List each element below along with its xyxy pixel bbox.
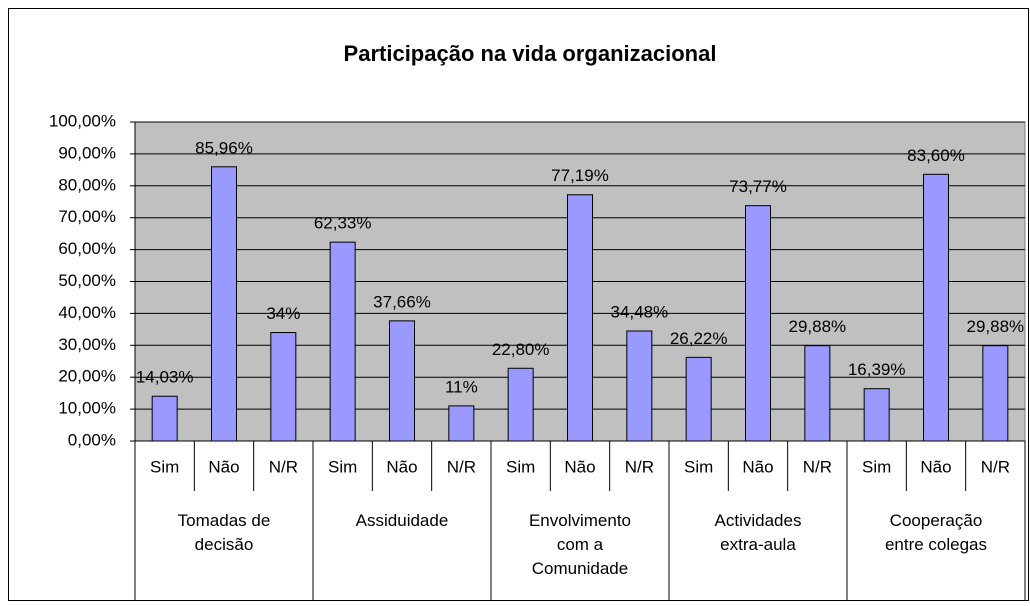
value-label: 29,88%: [788, 317, 846, 336]
chart-title: Participação na vida organizacional: [344, 41, 717, 66]
bar: [626, 330, 653, 442]
bar: [270, 332, 297, 442]
bar: [211, 166, 237, 442]
x-tick-label: Sim: [150, 457, 179, 476]
value-label: 37,66%: [373, 292, 431, 311]
x-tick-label: Sim: [506, 457, 535, 476]
bar: [151, 395, 178, 442]
bar: [982, 345, 1009, 442]
value-label: 85,96%: [195, 138, 253, 157]
bar: [448, 405, 475, 442]
x-tick-label: N/R: [625, 457, 654, 476]
value-label: 77,19%: [551, 166, 609, 185]
value-label: 11%: [445, 377, 478, 396]
y-tick-label: 70,00%: [58, 207, 116, 226]
y-tick-label: 50,00%: [58, 271, 116, 290]
x-tick-label: N/R: [269, 457, 298, 476]
bar: [685, 356, 712, 442]
group-label: Assiduidade: [355, 511, 449, 530]
bar: [804, 345, 831, 442]
value-label: 34%: [266, 304, 300, 323]
y-tick-label: 60,00%: [58, 239, 116, 258]
value-label: 22,80%: [492, 340, 550, 359]
group-label: Envolvimento com a Comunidade: [528, 511, 632, 578]
x-tick-label: N/R: [803, 457, 832, 476]
y-tick-label: 0,00%: [68, 430, 116, 449]
x-tick-label: Sim: [862, 457, 891, 476]
group-label: Actividades extra-aula: [714, 511, 802, 554]
y-tick-label: 100,00%: [49, 111, 116, 130]
x-tick-label: N/R: [981, 457, 1010, 476]
y-tick-label: 10,00%: [58, 399, 116, 418]
y-tick-label: 30,00%: [58, 335, 116, 354]
x-tick-label: Sim: [684, 457, 713, 476]
x-tick-label: Sim: [328, 457, 357, 476]
bar: [923, 173, 949, 442]
bar: [507, 367, 534, 442]
x-tick-label: Não: [386, 457, 417, 476]
y-tick-label: 80,00%: [58, 175, 116, 194]
y-tick-label: 20,00%: [58, 367, 116, 386]
bar: [745, 205, 771, 442]
group-label: Tomadas de decisão: [177, 511, 271, 554]
x-tick-label: Não: [742, 457, 773, 476]
value-label: 29,88%: [966, 317, 1024, 336]
value-label: 14,03%: [136, 368, 194, 387]
bar: [389, 320, 415, 442]
bar: [329, 241, 356, 442]
y-tick-label: 40,00%: [58, 303, 116, 322]
x-tick-label: Não: [920, 457, 951, 476]
value-label: 73,77%: [729, 177, 787, 196]
value-label: 26,22%: [670, 329, 728, 348]
group-label: Cooperação entre colegas: [884, 511, 988, 554]
x-tick-label: Não: [564, 457, 595, 476]
x-tick-label: N/R: [447, 457, 476, 476]
value-label: 83,60%: [907, 146, 965, 165]
value-label: 62,33%: [314, 214, 372, 233]
y-tick-label: 90,00%: [58, 143, 116, 162]
bar: [863, 388, 890, 442]
value-label: 34,48%: [610, 302, 668, 321]
x-tick-label: Não: [208, 457, 239, 476]
bar: [567, 194, 593, 442]
value-label: 16,39%: [848, 360, 906, 379]
